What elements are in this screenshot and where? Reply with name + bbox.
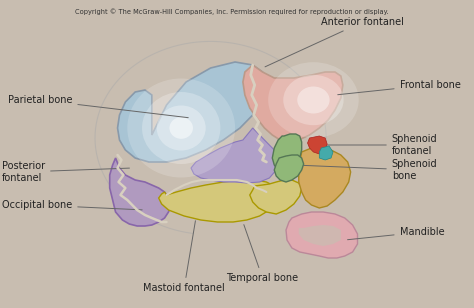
Text: Frontal bone: Frontal bone [338,80,461,95]
Text: Temporal bone: Temporal bone [227,225,299,283]
Ellipse shape [128,79,235,177]
Polygon shape [299,225,341,246]
Text: Copyright © The McGraw-Hill Companies, Inc. Permission required for reproduction: Copyright © The McGraw-Hill Companies, I… [75,8,389,15]
Polygon shape [272,134,301,172]
Text: Sphenoid
fontanel: Sphenoid fontanel [324,134,438,156]
Polygon shape [299,148,351,208]
Ellipse shape [268,62,359,138]
Polygon shape [319,146,333,160]
Text: Anterior fontanel: Anterior fontanel [265,17,404,67]
Polygon shape [159,180,279,222]
Polygon shape [118,62,266,162]
Polygon shape [250,180,301,214]
Text: Mandible: Mandible [347,227,444,240]
Polygon shape [191,128,279,183]
Polygon shape [243,65,343,142]
Text: Mastoid fontanel: Mastoid fontanel [143,221,225,293]
Polygon shape [109,158,172,226]
Ellipse shape [157,106,206,151]
Polygon shape [286,212,357,258]
Ellipse shape [142,92,220,164]
Ellipse shape [169,117,193,139]
Ellipse shape [283,75,344,125]
Polygon shape [274,155,304,182]
Ellipse shape [297,87,329,114]
Text: Posterior
fontanel: Posterior fontanel [2,161,129,183]
Polygon shape [308,136,327,154]
Text: Parietal bone: Parietal bone [8,95,188,118]
Text: Occipital bone: Occipital bone [2,200,142,210]
Text: Sphenoid
bone: Sphenoid bone [297,159,438,181]
